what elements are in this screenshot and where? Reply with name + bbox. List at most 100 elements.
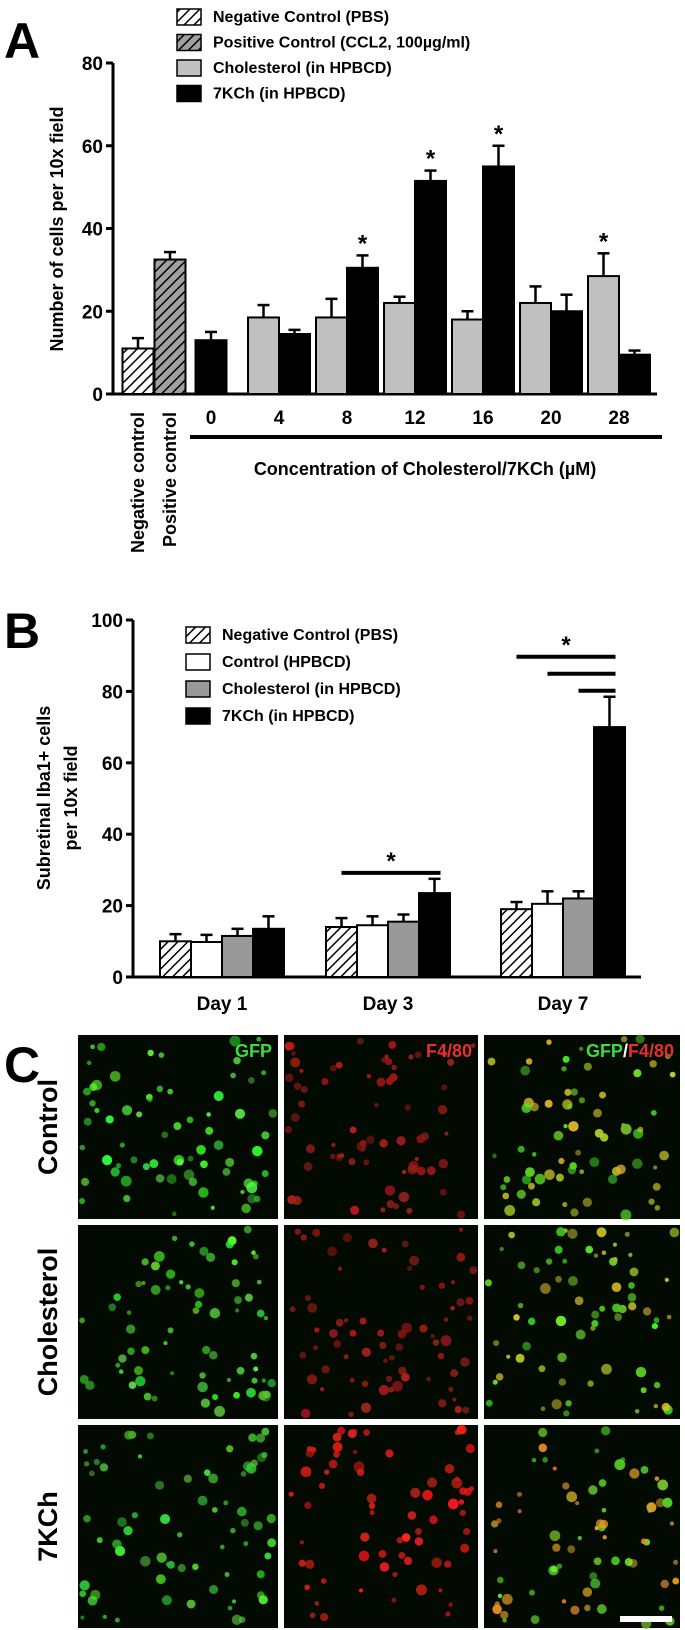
bar — [531, 902, 564, 978]
cell — [240, 1189, 245, 1195]
cell — [517, 1491, 522, 1497]
cell — [590, 1578, 601, 1589]
cell — [441, 1084, 448, 1091]
cell — [165, 1285, 171, 1291]
cell — [233, 1056, 241, 1065]
cell — [414, 1537, 424, 1546]
cell — [599, 1133, 609, 1142]
cell — [167, 1327, 174, 1334]
cell — [589, 1572, 598, 1580]
legend-swatch — [185, 626, 211, 644]
cell — [661, 1402, 671, 1412]
cell — [161, 1131, 169, 1139]
cell — [233, 1391, 240, 1399]
cell — [556, 1563, 563, 1569]
cell — [556, 1227, 566, 1237]
cell — [253, 1366, 259, 1372]
cell — [660, 1579, 669, 1589]
cell — [484, 1279, 492, 1287]
cell — [248, 1077, 255, 1084]
cell — [349, 1377, 355, 1383]
cell — [637, 1126, 644, 1133]
cell — [253, 1521, 263, 1531]
cell — [141, 1258, 149, 1266]
cell — [384, 1054, 389, 1059]
cell — [352, 1449, 358, 1455]
column-label: GFP/F4/80 — [586, 1041, 674, 1061]
cell — [506, 1354, 511, 1359]
cell — [407, 1511, 417, 1520]
cell — [83, 1514, 91, 1523]
cell — [299, 1540, 304, 1545]
cell — [202, 1345, 211, 1355]
cell — [300, 1234, 308, 1241]
cell — [236, 1366, 245, 1375]
cell — [377, 1329, 385, 1337]
cell — [96, 1537, 103, 1544]
cell — [255, 1433, 266, 1443]
cell — [570, 1208, 579, 1217]
cell — [348, 1158, 356, 1166]
cell — [458, 1499, 465, 1505]
y-tick-label: 40 — [102, 825, 123, 846]
cell — [525, 1167, 535, 1177]
cell — [101, 1154, 113, 1166]
x-tick-label: 12 — [404, 408, 425, 429]
cell — [234, 1108, 246, 1119]
cell — [456, 1210, 466, 1219]
cell — [328, 1328, 338, 1338]
cell — [521, 1103, 532, 1114]
bar — [562, 897, 595, 979]
cell — [298, 1100, 306, 1108]
cell — [210, 1205, 215, 1210]
cell — [632, 1158, 643, 1169]
cell — [618, 1304, 627, 1314]
cell — [383, 1358, 388, 1363]
cell — [414, 1051, 422, 1059]
cell — [253, 1253, 259, 1260]
cell — [105, 1115, 114, 1124]
cell — [380, 1207, 386, 1213]
cell — [318, 1482, 326, 1490]
cell — [584, 1604, 591, 1612]
cell — [289, 1306, 296, 1313]
cell — [385, 1057, 393, 1066]
cell — [243, 1225, 252, 1234]
cell — [578, 1097, 586, 1104]
cell — [147, 1096, 153, 1103]
cell — [570, 1605, 580, 1615]
cell — [240, 1471, 247, 1477]
cell — [368, 1238, 378, 1249]
cell — [200, 1160, 208, 1169]
cell — [381, 1247, 387, 1253]
cell — [398, 1366, 407, 1376]
cell — [186, 1599, 196, 1609]
x-tick-label: 20 — [540, 408, 561, 429]
cell — [179, 1280, 184, 1285]
cell — [403, 1556, 413, 1566]
cell — [188, 1177, 198, 1187]
cell — [517, 1302, 524, 1309]
cell — [513, 1314, 520, 1321]
row-label: 7KCh — [33, 1491, 63, 1562]
cell — [161, 1595, 172, 1606]
cell — [130, 1156, 138, 1164]
cell — [633, 1069, 642, 1078]
cell — [172, 1211, 177, 1217]
cell — [386, 1200, 395, 1209]
cell — [83, 1117, 92, 1126]
cell — [214, 1405, 226, 1417]
cell — [629, 1267, 639, 1277]
cell — [635, 1366, 647, 1378]
x-tick-label: Positive control — [160, 412, 180, 547]
cell — [135, 1280, 142, 1288]
cell — [256, 1036, 262, 1042]
cell — [343, 1318, 349, 1323]
cell — [86, 1060, 92, 1066]
cell — [88, 1470, 95, 1477]
cell — [198, 1187, 209, 1198]
legend-label: Cholesterol (in HPBCD) — [222, 681, 401, 698]
cell — [361, 1347, 371, 1357]
x-tick-label: Negative control — [128, 412, 148, 553]
cell — [460, 1357, 470, 1367]
